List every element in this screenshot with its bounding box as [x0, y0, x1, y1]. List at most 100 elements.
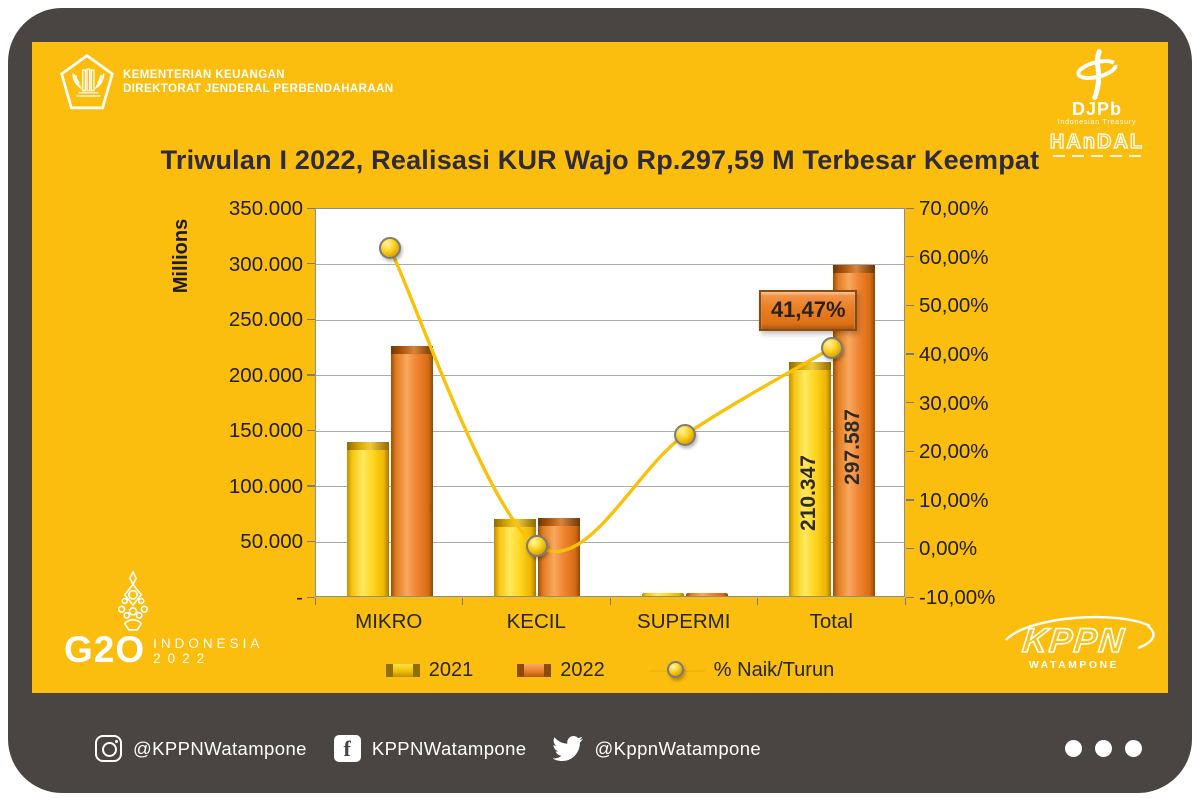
left-axis-tick-label: 100.000 — [228, 474, 303, 498]
legend-swatch-line — [648, 660, 705, 682]
legend-item-2021: 2021 — [385, 659, 474, 682]
data-label-total-2021: 210.347 — [797, 455, 821, 532]
left-axis-tick — [307, 318, 315, 320]
left-axis-tick — [307, 263, 315, 265]
kppn-logo-block: KPPN WATAMPONE — [984, 615, 1164, 671]
right-axis-tick — [906, 256, 914, 258]
djpb-logo-block: DJPb Indonesian Treasury HAnDAL — [1032, 48, 1162, 157]
right-axis-tick — [906, 304, 914, 307]
g20-brand: G2O — [64, 629, 146, 670]
line-marker-supermi — [673, 424, 696, 447]
plot-area: 210.347 297.587 41,47% — [315, 208, 905, 597]
bar-2022-mikro — [390, 346, 433, 596]
bar-2021-kecil — [494, 518, 537, 596]
gridline — [316, 541, 904, 543]
x-axis-tick — [609, 598, 611, 605]
slide-panel: KEMENTERIAN KEUANGAN DIREKTORAT JENDERAL… — [32, 42, 1168, 693]
left-axis-tick-label: 350.000 — [228, 197, 303, 220]
data-label-total-2022: 297.587 — [841, 408, 865, 485]
ministry-line2: DIREKTORAT JENDERAL PERBENDAHARAAN — [123, 83, 394, 95]
twitter-handle: @KppnWatampone — [594, 737, 762, 759]
left-axis-tick — [307, 207, 315, 209]
line-marker-mikro — [378, 236, 401, 259]
bar-2021-supermi — [641, 593, 684, 596]
line-marker-total — [821, 336, 844, 359]
facebook-handle: KPPNWatampone — [371, 737, 527, 759]
facebook-icon: f — [333, 735, 361, 762]
left-axis-tick — [307, 596, 315, 598]
gridline — [316, 264, 904, 266]
x-axis-tick — [314, 598, 316, 605]
g20-year: 2022 — [153, 651, 212, 666]
left-axis-tick-label: 50.000 — [240, 530, 303, 554]
kppn-location: WATAMPONE — [1028, 659, 1120, 671]
right-axis-tick — [906, 547, 914, 550]
right-axis-tick — [906, 450, 914, 452]
djpb-swoosh-icon — [1076, 49, 1118, 100]
x-category-label: SUPERMI — [637, 610, 731, 633]
chart-legend: 2021 2022 % Naik/Turun — [315, 659, 905, 682]
handal-motto: HAnDAL — [1049, 130, 1145, 153]
data-label-total-pct: 41,47% — [759, 289, 858, 331]
x-axis-tick — [757, 598, 759, 605]
kppn-swoosh-icon — [1005, 615, 1155, 650]
legend-label-2022: 2022 — [560, 659, 605, 681]
bar-2021-mikro — [346, 441, 389, 596]
ministry-line1: KEMENTERIAN KEUANGAN — [123, 69, 285, 81]
bar-2021-total — [789, 362, 832, 596]
social-twitter[interactable]: @KppnWatampone — [553, 736, 761, 761]
x-category-label: KECIL — [506, 610, 566, 633]
pct-line — [388, 247, 834, 554]
instagram-handle: @KPPNWatampone — [133, 737, 307, 759]
left-axis-tick — [307, 540, 315, 543]
right-axis-tick-label: 40,00% — [919, 342, 989, 366]
legend-swatch-2021 — [385, 664, 420, 677]
left-axis-tick — [307, 485, 315, 487]
twitter-icon — [553, 736, 584, 761]
right-axis-tick-label: -10,00% — [919, 586, 996, 609]
left-axis-tick — [307, 374, 315, 376]
left-axis-tick-label: 200.000 — [228, 363, 303, 387]
right-axis-tick-label: 60,00% — [919, 245, 989, 269]
x-axis-tick — [462, 598, 464, 605]
djpb-wordmark: DJPb — [1071, 99, 1122, 119]
legend-item-pct: % Naik/Turun — [648, 659, 834, 682]
left-axis-tick-label: 250.000 — [228, 308, 303, 332]
device-frame: KEMENTERIAN KEUANGAN DIREKTORAT JENDERAL… — [8, 8, 1192, 793]
right-axis-tick-label: 20,00% — [919, 440, 989, 464]
social-instagram[interactable]: @KPPNWatampone — [95, 735, 307, 762]
gridline — [316, 486, 904, 488]
gridline — [316, 430, 904, 432]
g20-country: INDONESIA — [153, 636, 264, 651]
x-axis-tick — [904, 598, 906, 605]
left-axis-tick-label: - — [296, 586, 303, 609]
bar-2022-supermi — [685, 593, 728, 596]
bar-2022-kecil — [538, 518, 581, 596]
social-facebook[interactable]: f KPPNWatampone — [333, 735, 527, 762]
x-category-label: Total — [809, 610, 853, 633]
gridline — [316, 319, 904, 321]
legend-label-2021: 2021 — [428, 659, 474, 681]
right-axis-tick-label: 10,00% — [919, 488, 989, 512]
page-title: Triwulan I 2022, Realisasi KUR Wajo Rp.2… — [160, 145, 1040, 175]
kemenkeu-logo-block: KEMENTERIAN KEUANGAN DIREKTORAT JENDERAL… — [60, 54, 393, 110]
line-marker-kecil — [526, 534, 549, 557]
pagination-dots[interactable] — [1065, 740, 1142, 757]
handal-tagline-marks — [1032, 155, 1162, 157]
legend-swatch-2022 — [517, 664, 552, 677]
kemenkeu-pentagon-icon — [60, 54, 114, 110]
x-category-label: MIKRO — [355, 610, 423, 633]
right-axis-tick — [906, 596, 914, 598]
right-axis-tick — [906, 207, 914, 209]
left-axis-tick — [307, 429, 315, 432]
right-axis-tick-label: 30,00% — [919, 391, 989, 415]
legend-item-2022: 2022 — [517, 659, 605, 682]
right-axis-tick-label: 0,00% — [919, 537, 978, 561]
g20-ornament-icon — [117, 570, 149, 631]
gridline — [316, 375, 904, 377]
left-axis-tick-label: 300.000 — [228, 252, 303, 276]
right-axis-tick — [906, 402, 914, 404]
right-axis-tick — [906, 353, 914, 355]
right-axis-tick-label: 70,00% — [919, 197, 989, 220]
right-axis-tick — [906, 499, 914, 501]
